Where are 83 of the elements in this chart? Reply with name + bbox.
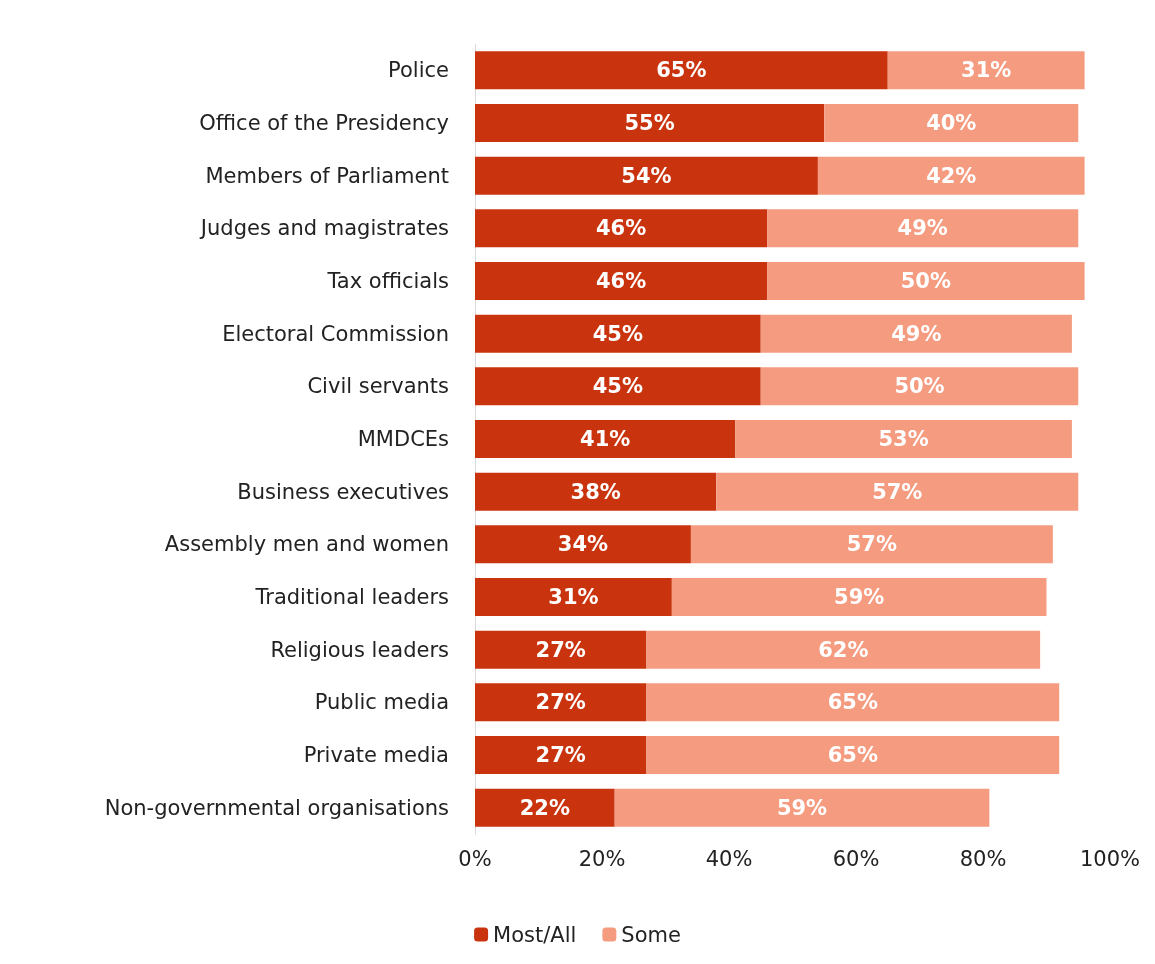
data-label: 31% [548, 585, 599, 609]
bar [475, 156, 818, 195]
data-label: 65% [827, 743, 878, 767]
y-tick-label: Business executives [237, 479, 449, 504]
bar [767, 209, 1079, 248]
data-label: 59% [776, 795, 828, 820]
y-tick-label: Judges and magistrates [198, 216, 449, 241]
data-label: 40% [926, 111, 977, 135]
y-tick-label: Police [388, 58, 449, 83]
data-label: 57% [872, 479, 923, 504]
bar [475, 367, 761, 406]
data-label: 46% [595, 216, 647, 241]
data-label: 27% [535, 637, 586, 662]
y-tick-label: Electoral Commission [222, 321, 449, 346]
bar [887, 51, 1085, 90]
bar [646, 630, 1041, 669]
bar [646, 683, 1060, 722]
y-tick-label: Assembly men and women [164, 532, 449, 557]
bar [475, 578, 672, 616]
data-label: 42% [926, 163, 977, 188]
x-tick-label: 0% [458, 846, 492, 871]
data-label: 57% [846, 532, 898, 557]
y-tick-label: Office of the Presidency [199, 111, 449, 135]
data-label: 38% [570, 479, 621, 504]
bar [760, 367, 1079, 406]
x-tick-label: 20% [578, 846, 626, 871]
bar [735, 420, 1072, 458]
data-label: 62% [818, 637, 869, 662]
data-label: 53% [878, 427, 929, 451]
data-label: 45% [592, 321, 644, 346]
bar [475, 314, 761, 353]
data-label: 45% [592, 374, 644, 399]
bar [475, 630, 647, 669]
data-label: 34% [557, 532, 609, 557]
data-label: 41% [580, 427, 631, 451]
bar [475, 209, 768, 248]
y-tick-label: Tax officials [326, 269, 449, 293]
bar [760, 314, 1072, 353]
bar [475, 472, 717, 511]
bar [475, 788, 615, 827]
bar [475, 104, 825, 142]
y-tick-label: Traditional leaders [254, 585, 449, 609]
bar [475, 736, 647, 774]
bar [475, 525, 691, 564]
bar [817, 156, 1085, 195]
bar [767, 262, 1085, 300]
bar [475, 51, 888, 90]
data-label: 65% [827, 690, 878, 715]
y-tick-label: Civil servants [307, 374, 449, 399]
data-label: 54% [621, 163, 672, 188]
data-label: 49% [897, 216, 948, 241]
data-label: 22% [519, 795, 570, 820]
data-label: 50% [900, 269, 951, 293]
data-label: 65% [656, 58, 707, 83]
bar [475, 262, 768, 300]
y-tick-label: Public media [314, 690, 449, 715]
bar [475, 420, 736, 458]
y-tick-label: Private media [303, 743, 449, 767]
legend-label: Some [621, 922, 681, 947]
bar [475, 683, 647, 722]
x-tick-label: 60% [832, 846, 880, 871]
x-tick-label: 80% [959, 846, 1007, 871]
data-label: 31% [961, 58, 1012, 83]
data-label: 27% [535, 743, 586, 767]
x-tick-label: 40% [705, 846, 753, 871]
bar [671, 578, 1047, 616]
data-label: 50% [894, 374, 945, 399]
data-label: 59% [834, 585, 885, 609]
y-tick-label: MMDCEs [357, 427, 449, 451]
bar [646, 736, 1060, 774]
bar [824, 104, 1079, 142]
data-label: 49% [891, 321, 942, 346]
legend-label: Most/All [493, 922, 577, 947]
bar [716, 472, 1079, 511]
data-label: 55% [624, 111, 675, 135]
y-tick-label: Religious leaders [270, 637, 449, 662]
bar [690, 525, 1053, 564]
data-label: 46% [595, 269, 647, 293]
bar [614, 788, 990, 827]
y-tick-label: Members of Parliament [205, 163, 449, 188]
data-label: 27% [535, 690, 586, 715]
x-tick-label: 100% [1079, 846, 1141, 871]
y-tick-label: Non-governmental organisations [104, 795, 449, 820]
